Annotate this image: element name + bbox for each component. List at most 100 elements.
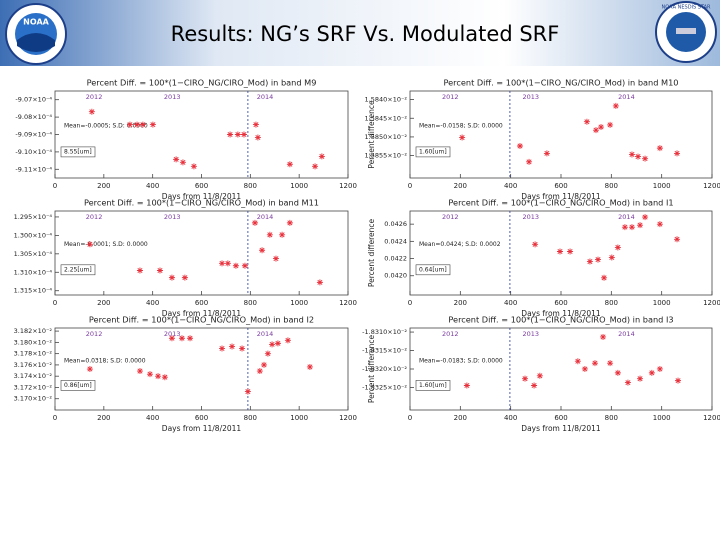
panel-title: Percent Diff. = 100*(1−CIRO_NG/CIRO_Mod)… <box>87 78 317 88</box>
point <box>642 155 649 162</box>
y-tick-label: 3.176×10⁻² <box>14 361 53 369</box>
x-tick-label: 1200 <box>703 182 720 190</box>
point <box>614 369 621 376</box>
x-tick-label: 200 <box>454 414 467 422</box>
x-tick-label: 800 <box>605 182 618 190</box>
y-tick-label: -9.09×10⁻⁴ <box>15 131 52 139</box>
mean-text: Mean=-0.0001; S.D: 0.0000 <box>64 241 148 248</box>
year-label: 2013 <box>523 213 540 221</box>
point <box>567 248 574 255</box>
plot-frame <box>54 90 349 179</box>
y-tick-label: 3.170×10⁻² <box>14 395 53 403</box>
x-tick-label: 0 <box>408 182 412 190</box>
year-label: 2012 <box>86 330 103 338</box>
wavelength-text: 8.55[um] <box>64 148 92 155</box>
plot-frame <box>54 327 349 411</box>
y-tick-label: 1.5855×10⁻² <box>365 152 408 160</box>
point <box>532 241 539 248</box>
point <box>522 375 529 382</box>
wavelength-box <box>60 146 96 158</box>
x-tick-label: 800 <box>605 414 618 422</box>
point <box>526 158 533 165</box>
wavelength-box <box>415 264 451 276</box>
point <box>614 244 621 251</box>
point <box>269 341 276 348</box>
point <box>621 224 628 231</box>
panel: Percent Diff. = 100*(1−CIRO_NG/CIRO_Mod)… <box>362 315 720 434</box>
point <box>178 335 185 342</box>
point <box>463 382 470 389</box>
point <box>279 231 286 238</box>
x-tick-label: 800 <box>244 299 257 307</box>
point <box>674 150 681 157</box>
right-logo-text: NOAA NESDIS STAR <box>661 5 711 11</box>
y-tick-label: 1.305×10⁻⁴ <box>14 250 53 258</box>
point <box>229 343 236 350</box>
year-label: 2012 <box>86 93 103 101</box>
x-tick-label: 1200 <box>339 414 357 422</box>
year-label: 2012 <box>442 330 459 338</box>
x-tick-label: 0 <box>408 414 412 422</box>
point <box>227 131 234 138</box>
point <box>234 131 241 138</box>
point <box>607 360 614 367</box>
x-tick-label: 1000 <box>653 299 671 307</box>
point <box>628 151 635 158</box>
left-logo-text: NOAA <box>23 18 49 27</box>
x-tick-label: 400 <box>146 414 159 422</box>
point <box>224 260 231 267</box>
y-tick-label: 3.174×10⁻² <box>14 372 53 380</box>
y-tick-label: 0.0424 <box>384 237 407 245</box>
point <box>628 224 635 231</box>
x-tick-label: 1000 <box>653 414 671 422</box>
point <box>600 333 607 340</box>
wavelength-text: 1.60[um] <box>419 148 447 155</box>
x-tick-label: 200 <box>97 182 110 190</box>
point <box>516 143 523 149</box>
y-tick-label: 1.5840×10⁻² <box>365 96 408 104</box>
point <box>459 134 466 141</box>
year-label: 2014 <box>257 93 274 101</box>
wavelength-text: 0.86[um] <box>64 382 92 389</box>
year-label: 2013 <box>523 93 540 101</box>
y-tick-label: 0.0420 <box>384 272 407 280</box>
point <box>608 254 615 261</box>
point <box>155 373 162 380</box>
point <box>607 121 614 128</box>
wavelength-box <box>60 380 96 391</box>
x-tick-label: 200 <box>454 182 467 190</box>
panel-title: Percent Diff. = 100*(1−CIRO_NG/CIRO_Mod)… <box>89 315 314 325</box>
y-tick-label: -9.10×10⁻⁴ <box>15 148 52 156</box>
x-tick-label: 1200 <box>339 182 357 190</box>
y-tick-label: 1.5845×10⁻² <box>365 114 408 122</box>
year-label: 2012 <box>442 93 459 101</box>
x-tick-label: 800 <box>244 182 257 190</box>
panel: Percent Diff. = 100*(1−CIRO_NG/CIRO_Mod)… <box>14 198 357 319</box>
point <box>149 121 156 128</box>
y-tick-label: 3.182×10⁻² <box>14 327 53 335</box>
wavelength-text: 0.64[um] <box>419 266 447 273</box>
point <box>187 335 194 342</box>
panel: Percent Diff. = 100*(1−CIRO_NG/CIRO_Mod)… <box>367 198 720 319</box>
mean-text: Mean=0.0424; S.D: 0.0002 <box>419 241 501 248</box>
year-label: 2013 <box>164 93 181 101</box>
point <box>592 127 599 134</box>
point <box>259 247 266 254</box>
year-label: 2014 <box>618 330 635 338</box>
wavelength-box <box>415 146 451 158</box>
mean-text: Mean=-0.0158; S.D: 0.0000 <box>419 122 503 129</box>
point <box>161 374 168 381</box>
y-tick-label: 0.0422 <box>384 255 407 263</box>
point <box>232 262 239 269</box>
point <box>286 219 293 226</box>
wavelength-text: 1.60[um] <box>419 382 447 389</box>
y-tick-label: 1.310×10⁻⁴ <box>14 268 53 276</box>
header-band <box>0 0 720 66</box>
plot-frame <box>409 327 713 411</box>
point <box>675 377 682 384</box>
nesdis-logo: NOAA NESDIS STAR <box>655 1 717 63</box>
y-tick-label: 3.178×10⁻² <box>14 350 53 358</box>
point <box>179 159 186 166</box>
point <box>266 231 273 238</box>
point <box>656 365 663 372</box>
